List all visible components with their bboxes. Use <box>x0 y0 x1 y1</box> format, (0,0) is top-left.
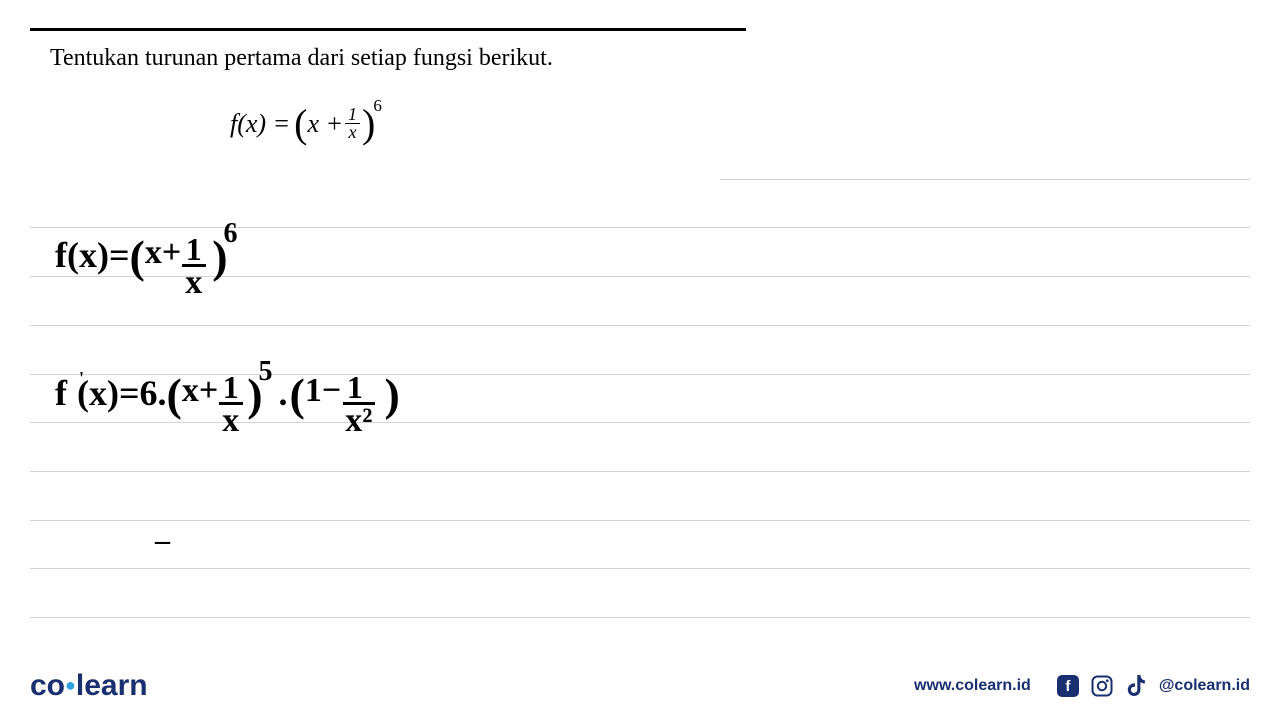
instagram-icon <box>1091 675 1113 697</box>
hw2-frac1-num: 1 <box>219 372 243 405</box>
footer-url: www.colearn.id <box>914 677 1031 695</box>
math-equation: f(x) = ( x + 1 x ) 6 <box>230 100 384 147</box>
hw1-frac: 1 x <box>181 234 206 300</box>
footer-right: www.colearn.id f @colearn.id <box>914 675 1250 697</box>
hw2-lparen2: ( <box>290 374 305 415</box>
eq-paren-group: ( x + 1 x ) <box>294 100 375 147</box>
footer: co●learn www.colearn.id f @colearn.id <box>0 652 1280 720</box>
handwritten-line-1: f(x)= ( x+ 1 x ) 6 <box>55 234 242 300</box>
logo-learn: learn <box>76 669 148 702</box>
eq-exponent: 6 <box>373 96 382 116</box>
hw2-fn: f ' <box>55 372 67 414</box>
handwritten-dash: – <box>155 524 170 558</box>
paren-content: x + 1 x <box>307 106 362 141</box>
hw2-var1: x+ <box>182 372 218 410</box>
frac-den: x <box>346 124 360 141</box>
hw2-rparen2: ) <box>384 374 399 415</box>
hw1-exp: 6 <box>224 218 238 250</box>
tiktok-icon <box>1125 675 1147 697</box>
logo: co●learn <box>30 669 148 703</box>
hw2-lhs2: (x)=6. <box>77 372 167 414</box>
logo-co: co <box>30 669 65 702</box>
footer-handle: @colearn.id <box>1159 677 1250 695</box>
ruled-line <box>720 179 1250 180</box>
lparen: ( <box>294 100 307 147</box>
ruled-line <box>30 520 1250 521</box>
handwritten-line-2: f ' (x)=6. ( x+ 1 x ) 5 . ( 1− 1 x² ) <box>55 372 400 438</box>
hw1-lparen: ( <box>129 236 144 277</box>
ruled-line <box>30 325 1250 326</box>
hw1-lhs: f(x)= <box>55 234 129 276</box>
hw2-f: f <box>55 373 67 413</box>
hw2-var2: 1− <box>305 372 341 410</box>
equation-display: f(x) = ( x + 1 x ) 6 <box>30 72 746 163</box>
hw2-lparen1: ( <box>167 374 182 415</box>
facebook-icon: f <box>1057 675 1079 697</box>
hw1-frac-num: 1 <box>182 234 206 267</box>
hw1-var: x+ <box>145 234 181 272</box>
hw2-frac2-den: x² <box>341 405 376 437</box>
ruled-line <box>30 617 1250 618</box>
eq-lhs: f(x) = <box>230 109 290 139</box>
hw2-prime: ' <box>79 368 84 389</box>
hw2-frac1-den: x <box>218 405 243 437</box>
hw2-exp1: 5 <box>259 356 273 388</box>
problem-prompt: Tentukan turunan pertama dari setiap fun… <box>30 31 746 72</box>
hw2-frac2: 1 x² <box>341 372 376 438</box>
ruled-line <box>30 568 1250 569</box>
logo-dot-icon: ● <box>65 675 76 695</box>
eq-var: x + <box>307 109 343 139</box>
ruled-line <box>30 227 1250 228</box>
hw2-dot: . <box>279 372 288 414</box>
hw2-frac2-num: 1 <box>343 372 375 405</box>
eq-fraction: 1 x <box>345 106 360 141</box>
hw2-frac1: 1 x <box>218 372 243 438</box>
hw1-frac-den: x <box>181 267 206 299</box>
ruled-line <box>30 471 1250 472</box>
problem-panel: Tentukan turunan pertama dari setiap fun… <box>30 28 746 163</box>
